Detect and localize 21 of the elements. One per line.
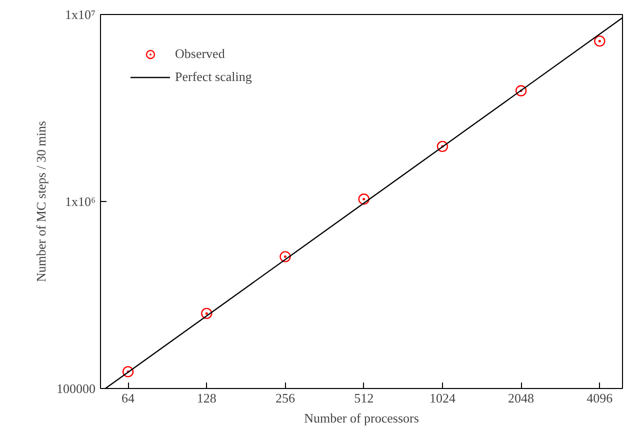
x-tick-label: 2048 — [508, 390, 534, 406]
x-tick-label: 1024 — [429, 390, 456, 406]
point — [515, 85, 527, 96]
y-tick-label: 100000 — [56, 381, 96, 396]
y-tick-label: 1x10⁷ — [64, 7, 96, 22]
x-axis-title: Number of processors — [304, 410, 419, 426]
x-tick-label: 64 — [122, 390, 136, 406]
legend-label: Observed — [175, 46, 225, 62]
y-tick-label: 1x10⁶ — [64, 194, 96, 209]
x-tick-label: 128 — [196, 390, 216, 406]
point — [122, 366, 134, 378]
x-tick-label: 4096 — [586, 390, 614, 406]
point — [436, 140, 448, 152]
x-tick-label: 512 — [354, 390, 374, 406]
point — [280, 251, 291, 262]
point — [594, 35, 606, 47]
y-axis-title: Number of MC steps / 30 mins — [34, 120, 48, 282]
point — [358, 194, 370, 205]
legend-label: Perfect scaling — [175, 69, 252, 85]
x-tick-label: 256 — [275, 390, 296, 406]
point — [201, 308, 212, 320]
